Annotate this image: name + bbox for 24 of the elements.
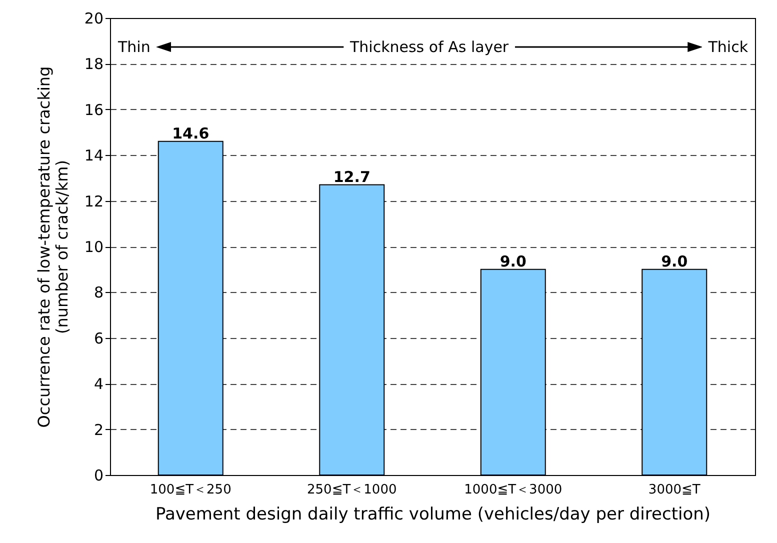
annotation: Thin	[118, 38, 150, 56]
x-tick-label: 100≦T＜250	[150, 482, 232, 498]
x-tick-label: 1000≦T＜3000	[464, 482, 562, 498]
y-tick-label: 10	[84, 238, 104, 256]
annotation: Thick	[708, 38, 748, 56]
y-tick-label: 20	[84, 10, 104, 28]
y-tick-label: 6	[94, 329, 104, 348]
y-tick-label: 18	[84, 55, 104, 74]
y-tick-label: 16	[84, 100, 104, 119]
y-tick-label: 12	[84, 192, 104, 210]
y-tick-label: 2	[94, 420, 104, 439]
y-tick-label: 0	[94, 466, 104, 484]
annotation: Thickness of As layer	[350, 38, 509, 56]
data-label: 14.6	[172, 124, 210, 142]
y-axis-title: Occurrence rate of low-temperature cracking (number of crack/km)	[34, 66, 72, 428]
x-tick-label: 3000≦T	[648, 482, 700, 498]
data-label: 12.7	[333, 168, 370, 186]
x-axis-title: Pavement design daily traffic volume (vehicles/day per direction)	[155, 504, 711, 524]
data-label: 9.0	[661, 252, 688, 270]
x-tick-label: 250≦T＜1000	[307, 482, 397, 498]
y-tick-label: 8	[94, 284, 104, 302]
y-tick-label: 4	[94, 375, 104, 394]
data-label: 9.0	[500, 252, 526, 270]
y-tick-label: 14	[84, 146, 104, 165]
